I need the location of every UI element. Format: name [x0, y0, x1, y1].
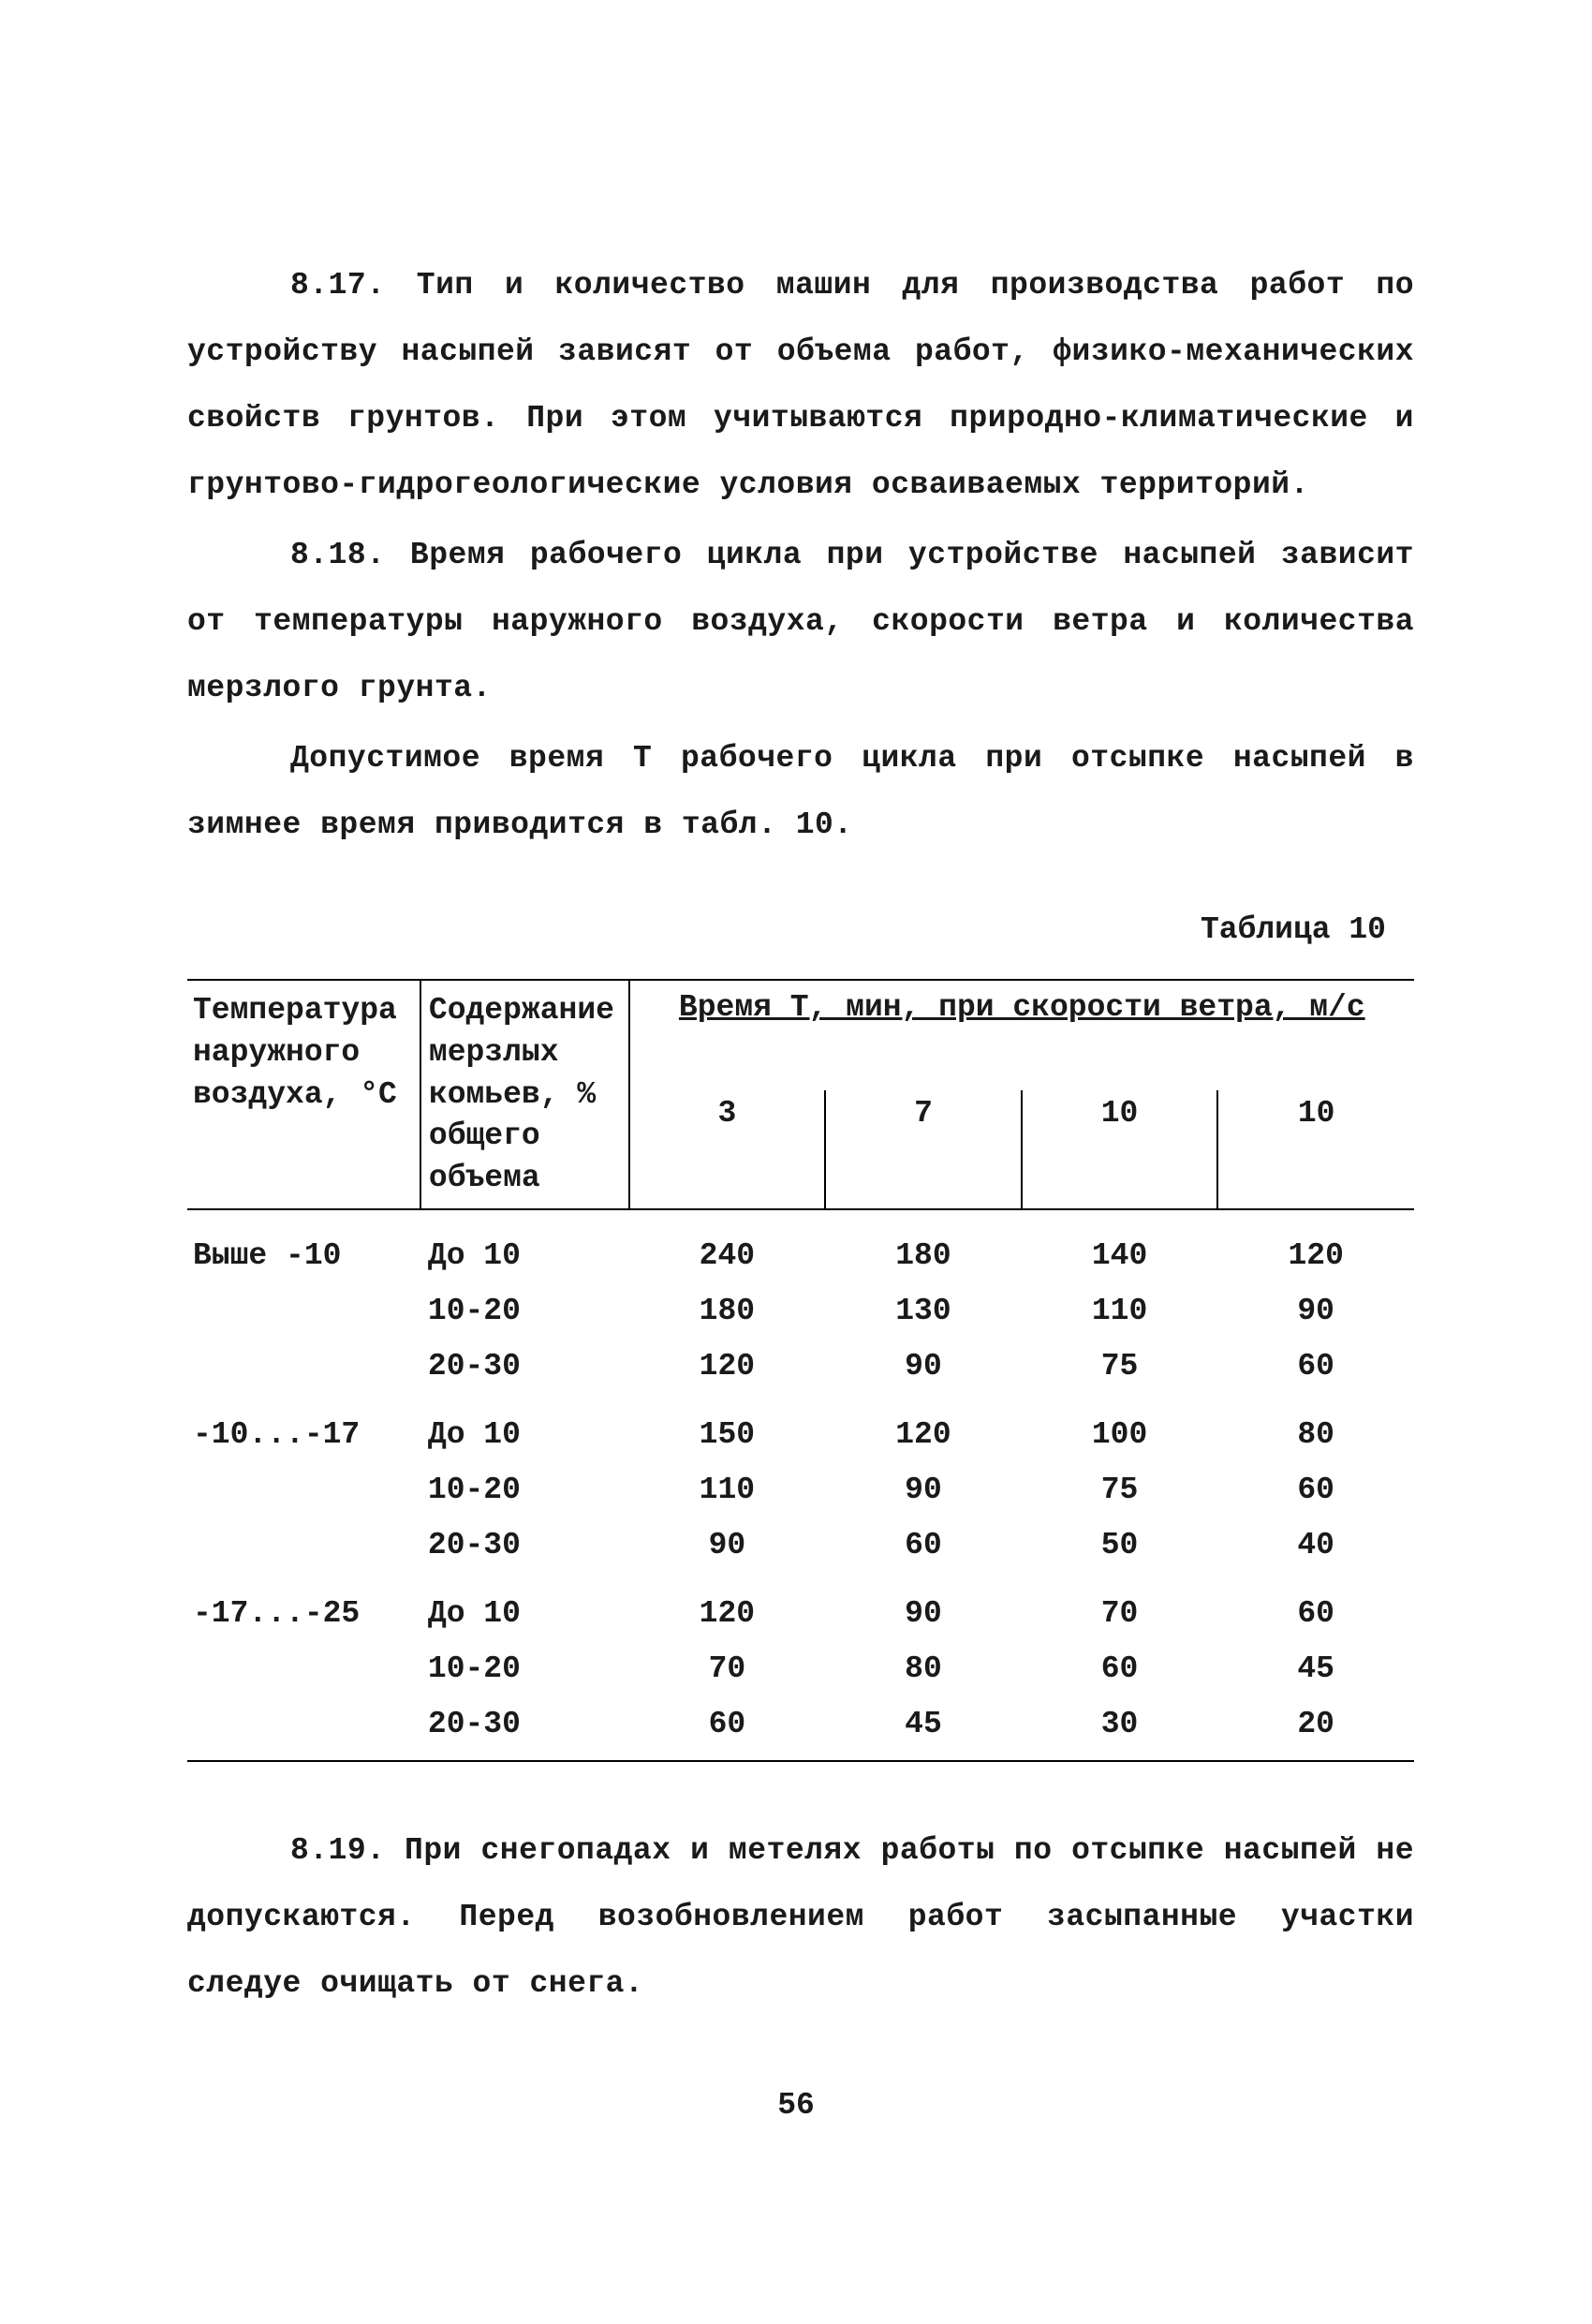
page-number: 56 — [0, 2088, 1592, 2123]
table-row: 20-30 120 90 75 60 — [187, 1334, 1414, 1389]
cell-frost: До 10 — [420, 1568, 629, 1636]
paragraph-8-18b: Допустимое время Т рабочего цикла при от… — [187, 726, 1414, 859]
cell-temp — [187, 1513, 420, 1568]
cell-value: 30 — [1022, 1692, 1218, 1761]
header-speed-3: 3 — [629, 1090, 826, 1209]
cell-value: 90 — [1217, 1279, 1414, 1334]
cell-value: 60 — [1217, 1568, 1414, 1636]
header-line: наружного — [193, 1035, 360, 1070]
cell-temp: -17...-25 — [187, 1568, 420, 1636]
cell-frost: 10-20 — [420, 1279, 629, 1334]
cell-value: 75 — [1022, 1458, 1218, 1513]
cell-value: 140 — [1022, 1209, 1218, 1279]
paragraph-8-18: 8.18. Время рабочего цикла при устройств… — [187, 523, 1414, 722]
header-line: объема — [429, 1161, 540, 1195]
cell-value: 130 — [825, 1279, 1022, 1334]
cell-value: 60 — [1022, 1636, 1218, 1692]
cell-frost: 20-30 — [420, 1334, 629, 1389]
cell-value: 70 — [1022, 1568, 1218, 1636]
table-row: 10-20 70 80 60 45 — [187, 1636, 1414, 1692]
table-row: 10-20 180 130 110 90 — [187, 1279, 1414, 1334]
cell-frost: 10-20 — [420, 1458, 629, 1513]
cell-value: 45 — [825, 1692, 1022, 1761]
cell-value: 110 — [629, 1458, 826, 1513]
cell-value: 60 — [825, 1513, 1022, 1568]
data-table: Температура наружного воздуха, °С Содерж… — [187, 979, 1414, 1762]
cell-value: 90 — [825, 1458, 1022, 1513]
cell-temp — [187, 1692, 420, 1761]
table-row: -17...-25 До 10 120 90 70 60 — [187, 1568, 1414, 1636]
cell-value: 110 — [1022, 1279, 1218, 1334]
cell-value: 180 — [629, 1279, 826, 1334]
cell-value: 120 — [825, 1389, 1022, 1458]
cell-value: 100 — [1022, 1389, 1218, 1458]
cell-value: 90 — [629, 1513, 826, 1568]
cell-value: 60 — [1217, 1458, 1414, 1513]
cell-value: 50 — [1022, 1513, 1218, 1568]
cell-value: 60 — [629, 1692, 826, 1761]
header-line: Температура — [193, 993, 397, 1028]
cell-value: 60 — [1217, 1334, 1414, 1389]
header-speed-10a: 10 — [1022, 1090, 1218, 1209]
cell-temp: -10...-17 — [187, 1389, 420, 1458]
cell-value: 90 — [825, 1568, 1022, 1636]
cell-value: 80 — [1217, 1389, 1414, 1458]
cell-value: 150 — [629, 1389, 826, 1458]
cell-frost: До 10 — [420, 1209, 629, 1279]
cell-value: 80 — [825, 1636, 1022, 1692]
table-row: Выше -10 До 10 240 180 140 120 — [187, 1209, 1414, 1279]
paragraph-8-17: 8.17. Тип и количество машин для произво… — [187, 253, 1414, 519]
header-line: комьев, % — [429, 1077, 596, 1112]
document-page: 8.17. Тип и количество машин для произво… — [0, 0, 1592, 2324]
header-line: мерзлых — [429, 1035, 559, 1070]
header-temperature: Температура наружного воздуха, °С — [187, 980, 420, 1209]
cell-value: 45 — [1217, 1636, 1414, 1692]
cell-value: 75 — [1022, 1334, 1218, 1389]
header-speed-7: 7 — [825, 1090, 1022, 1209]
cell-value: 120 — [1217, 1209, 1414, 1279]
paragraph-8-19: 8.19. При снегопадах и метелях работы по… — [187, 1818, 1414, 2018]
cell-value: 90 — [825, 1334, 1022, 1389]
cell-frost: 10-20 — [420, 1636, 629, 1692]
header-speed-10b: 10 — [1217, 1090, 1414, 1209]
cell-frost: 20-30 — [420, 1692, 629, 1761]
header-time-group: Время Т, мин, при скорости ветра, м/с — [629, 980, 1414, 1090]
cell-temp — [187, 1636, 420, 1692]
cell-value: 70 — [629, 1636, 826, 1692]
header-line: общего — [429, 1118, 540, 1153]
table-caption: Таблица 10 — [187, 912, 1414, 947]
cell-temp — [187, 1458, 420, 1513]
cell-value: 120 — [629, 1568, 826, 1636]
header-frost-content: Содержание мерзлых комьев, % общего объе… — [420, 980, 629, 1209]
table-row: -10...-17 До 10 150 120 100 80 — [187, 1389, 1414, 1458]
table-row: 20-30 60 45 30 20 — [187, 1692, 1414, 1761]
cell-value: 180 — [825, 1209, 1022, 1279]
cell-temp — [187, 1279, 420, 1334]
cell-value: 20 — [1217, 1692, 1414, 1761]
cell-frost: 20-30 — [420, 1513, 629, 1568]
cell-temp: Выше -10 — [187, 1209, 420, 1279]
header-line: воздуха, °С — [193, 1077, 397, 1112]
table-row: 20-30 90 60 50 40 — [187, 1513, 1414, 1568]
header-line: Содержание — [429, 993, 614, 1028]
cell-value: 120 — [629, 1334, 826, 1389]
cell-value: 240 — [629, 1209, 826, 1279]
table-row: 10-20 110 90 75 60 — [187, 1458, 1414, 1513]
cell-value: 40 — [1217, 1513, 1414, 1568]
cell-temp — [187, 1334, 420, 1389]
cell-frost: До 10 — [420, 1389, 629, 1458]
